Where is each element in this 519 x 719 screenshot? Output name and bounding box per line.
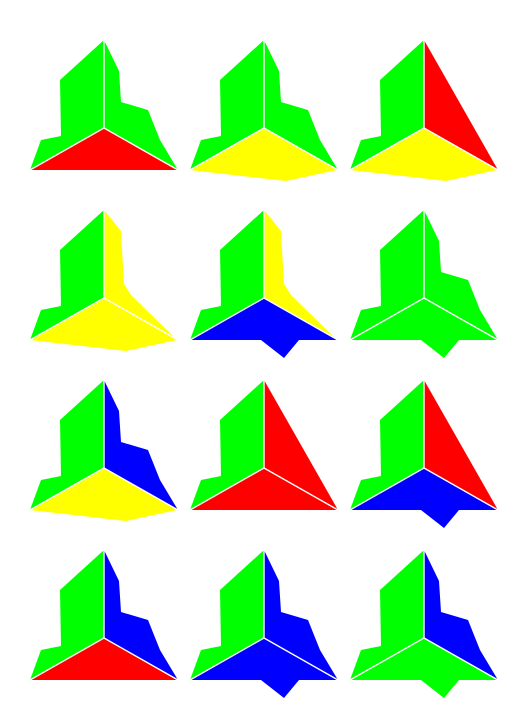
seam-line [29, 297, 105, 341]
left-region-green [190, 550, 264, 680]
shape-2-2 [189, 210, 339, 358]
left-region-green [190, 40, 264, 170]
shape-3-2 [189, 380, 339, 511]
right-region-green [264, 40, 338, 170]
bottom-region-green [350, 298, 498, 358]
bottom-region-green [350, 638, 498, 698]
seam-line [103, 127, 179, 171]
seam-line [349, 637, 425, 681]
left-region-green [30, 380, 104, 510]
seam-line [349, 127, 425, 171]
bottom-region-blue [190, 638, 338, 698]
seam-line [423, 467, 499, 511]
shape-1-2 [189, 40, 339, 181]
bottom-region-yellow [190, 128, 337, 181]
right-region-blue [104, 550, 178, 680]
bottom-region-red [30, 638, 178, 680]
seam-line [103, 297, 179, 341]
right-region-yellow [264, 210, 337, 340]
seam-line [263, 637, 339, 681]
seam-line [423, 297, 499, 341]
seam-line [189, 297, 265, 341]
shape-1-1 [29, 40, 179, 171]
seam-line [29, 127, 105, 171]
right-region-green [104, 40, 178, 170]
right-region-red [264, 380, 338, 510]
right-region-red [424, 380, 498, 510]
right-region-blue [424, 550, 498, 680]
seam-line [103, 467, 179, 511]
right-region-green [424, 210, 498, 340]
shape-1-3 [349, 40, 499, 181]
bottom-region-blue [190, 298, 338, 358]
seam-line [263, 297, 339, 341]
seam-line [189, 127, 265, 171]
left-region-green [30, 40, 104, 170]
seam-line [349, 297, 425, 341]
shape-2-3 [349, 210, 499, 358]
seam-line [263, 127, 339, 171]
seam-line [423, 127, 499, 171]
right-region-blue [104, 380, 178, 510]
left-region-green [190, 380, 264, 510]
left-region-green [350, 380, 424, 510]
seam-line [349, 467, 425, 511]
seam-line [189, 637, 265, 681]
bottom-region-yellow [350, 128, 497, 181]
shape-3-1 [29, 380, 179, 521]
seam-line [189, 467, 265, 511]
seam-line [423, 637, 499, 681]
bottom-region-blue [350, 468, 498, 528]
bottom-region-yellow [30, 468, 177, 521]
left-region-green [350, 40, 424, 170]
seam-line [29, 637, 105, 681]
seam-line [103, 637, 179, 681]
seam-line [29, 467, 105, 511]
left-region-green [350, 550, 424, 680]
left-region-green [190, 210, 264, 340]
bottom-region-yellow [30, 298, 177, 351]
left-region-green [30, 210, 104, 340]
bottom-region-red [190, 468, 338, 510]
shape-4-3 [349, 550, 499, 698]
shape-4-1 [29, 550, 179, 681]
shape-4-2 [189, 550, 339, 698]
right-region-blue [264, 550, 338, 680]
left-region-green [30, 550, 104, 680]
shape-2-1 [29, 210, 179, 351]
bottom-region-red [30, 128, 178, 170]
shape-3-3 [349, 380, 499, 528]
right-region-red [424, 40, 498, 170]
seam-line [263, 467, 339, 511]
left-region-green [350, 210, 424, 340]
right-region-yellow [104, 210, 177, 340]
